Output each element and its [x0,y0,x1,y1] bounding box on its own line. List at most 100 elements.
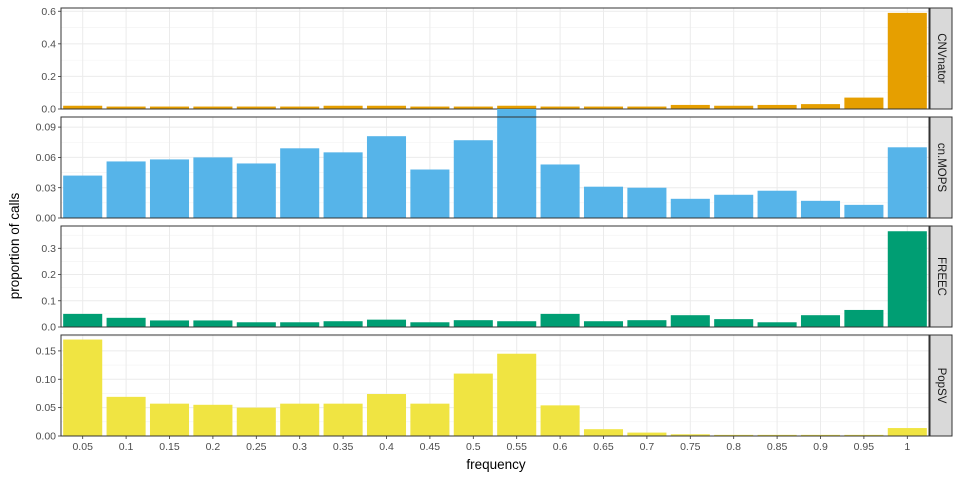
bar [280,148,320,218]
bar [800,434,841,436]
y-tick-label: 0.03 [36,182,57,194]
bar [193,157,233,218]
y-tick-label: 0.4 [41,38,56,50]
bar [670,104,710,109]
x-tick-label: 1 [904,441,910,453]
bar [497,353,537,436]
y-tick-label: 0.0 [41,104,56,116]
y-tick-label: 0.09 [36,122,57,134]
bar [757,104,797,109]
bar [844,97,884,109]
panel-cnvnator: 0.0 0.2 0.4 0.6 CNVnator [41,6,953,116]
bar [844,204,884,218]
bar [410,106,450,109]
bar [193,320,233,327]
bar [670,315,710,327]
x-tick-label: 0.7 [640,441,655,453]
x-tick-label: 0.25 [246,441,267,453]
x-tick-label: 0.9 [813,441,828,453]
bar [280,403,320,436]
x-tick-label: 0.1 [119,441,134,453]
bar [366,105,407,109]
x-tick-label: 0.85 [767,441,788,453]
bar [280,322,320,327]
y-tick-label: 0.00 [36,213,57,225]
bar [280,106,320,109]
bar [497,108,537,218]
bar [366,394,407,436]
x-tick-label: 0.15 [159,441,180,453]
bar [540,106,580,109]
bar [497,105,537,109]
bar [106,106,146,109]
y-axis-title: proportion of calls [7,192,22,299]
bar [236,322,276,327]
bar [887,147,927,218]
bar [757,434,797,436]
x-axis-title: frequency [466,457,526,472]
chart-panels: 0.0 0.2 0.4 0.6 CNVnator 0.00 0.03 0.06 0.09 cn.M… [36,6,953,443]
bar [757,190,797,218]
bar [149,159,190,218]
bar [323,321,363,327]
bar [149,403,190,436]
bar [627,432,667,436]
bar [410,322,450,327]
bar [63,339,103,436]
bar [323,403,363,436]
y-tick-label: 0.2 [41,269,56,281]
bar [410,169,450,218]
panel-border [60,116,930,219]
bar [323,152,363,218]
bar [844,434,884,436]
panel-popsv: 0.00 0.05 0.10 0.15 PopSV [36,334,953,443]
panel-border [60,225,930,328]
bar [453,140,493,218]
y-tick-label: 0.3 [41,243,56,255]
bar [106,396,146,436]
bar [453,106,493,109]
facet-strip-label: CNVnator [935,33,947,84]
bar [453,320,493,327]
panel-background [61,226,929,327]
bar [410,403,450,436]
bar [366,136,407,218]
bar [887,12,927,109]
y-tick-label: 0.6 [41,6,56,18]
panel-border [60,7,930,110]
x-tick-label: 0.4 [379,441,394,453]
bar [714,105,754,109]
x-tick-label: 0.45 [420,441,441,453]
y-tick-label: 0.10 [36,374,57,386]
x-tick-label: 0.3 [292,441,307,453]
bar [800,200,841,218]
x-tick-label: 0.8 [726,441,741,453]
bar [714,434,754,436]
bar [627,320,667,327]
facet-strip [929,225,953,328]
bar [757,322,797,327]
bar [540,405,580,436]
y-tick-label: 0.00 [36,431,57,443]
bar [714,319,754,327]
bar [540,164,580,218]
bar [149,106,190,109]
bar [844,309,884,327]
bar [540,313,580,327]
y-tick-label: 0.1 [41,295,56,307]
bar [583,321,624,327]
y-tick-label: 0.0 [41,322,56,334]
panel-border [60,334,930,437]
facet-strip-label: FREEC [935,257,947,296]
x-tick-label: 0.05 [72,441,93,453]
bar [583,429,624,436]
bar [236,407,276,436]
x-tick-label: 0.65 [593,441,614,453]
x-tick-label: 0.35 [333,441,354,453]
bar [106,317,146,327]
bar [627,106,667,109]
facet-strip-label: PopSV [935,368,947,404]
bar [583,186,624,218]
bar [583,106,624,109]
